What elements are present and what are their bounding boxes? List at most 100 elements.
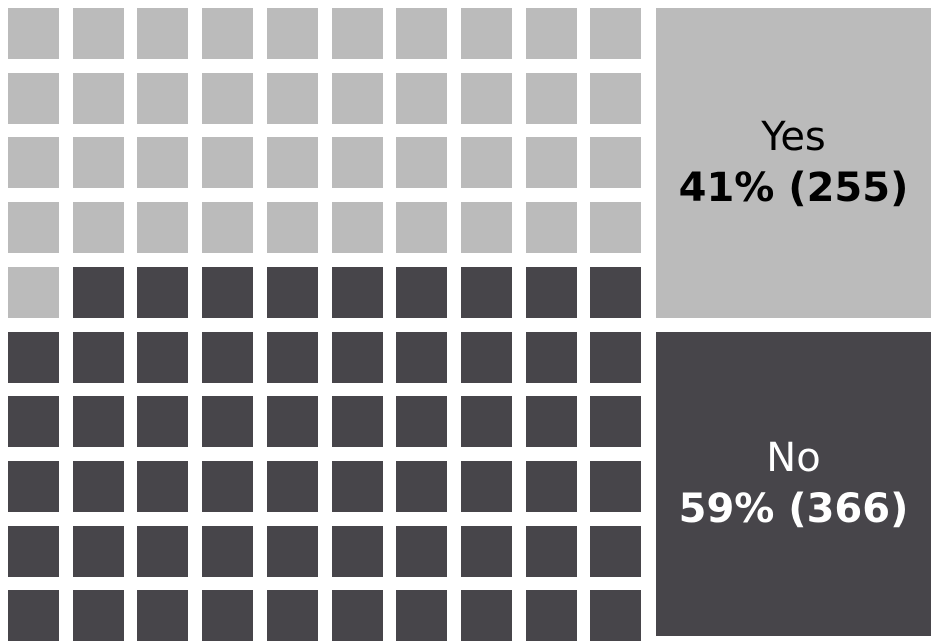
waffle-cell-no xyxy=(137,590,188,641)
waffle-cell-yes xyxy=(137,73,188,124)
waffle-cell-no xyxy=(73,526,124,577)
waffle-cell-no xyxy=(267,590,318,641)
waffle-cell-yes xyxy=(73,73,124,124)
waffle-cell-yes xyxy=(8,8,59,59)
waffle-cell-yes xyxy=(461,8,512,59)
waffle-cell-yes xyxy=(332,202,383,253)
waffle-cell-no xyxy=(396,461,447,512)
waffle-cell-yes xyxy=(461,73,512,124)
waffle-cell-yes xyxy=(526,8,577,59)
waffle-cell-no xyxy=(73,461,124,512)
waffle-cell-yes xyxy=(526,202,577,253)
waffle-cell-yes xyxy=(332,8,383,59)
waffle-cell-no xyxy=(137,396,188,447)
waffle-cell-no xyxy=(461,590,512,641)
waffle-cell-no xyxy=(332,267,383,318)
waffle-cell-yes xyxy=(137,202,188,253)
waffle-cell-no xyxy=(590,267,641,318)
waffle-cell-yes xyxy=(202,73,253,124)
waffle-cell-no xyxy=(202,590,253,641)
waffle-cell-yes xyxy=(590,137,641,188)
waffle-cell-no xyxy=(137,461,188,512)
waffle-cell-no xyxy=(461,332,512,383)
waffle-cell-no xyxy=(267,332,318,383)
waffle-cell-no xyxy=(396,590,447,641)
waffle-cell-no xyxy=(267,526,318,577)
waffle-cell-yes xyxy=(396,202,447,253)
waffle-cell-no xyxy=(8,461,59,512)
legend-no-label: No xyxy=(766,435,821,481)
waffle-cell-no xyxy=(332,461,383,512)
waffle-cell-yes xyxy=(73,137,124,188)
waffle-cell-no xyxy=(73,590,124,641)
waffle-cell-no xyxy=(396,396,447,447)
waffle-cell-yes xyxy=(267,73,318,124)
waffle-cell-no xyxy=(137,526,188,577)
waffle-cell-no xyxy=(526,396,577,447)
legend-no-value: 59% (366) xyxy=(678,486,909,532)
waffle-cell-no xyxy=(73,267,124,318)
waffle-cell-yes xyxy=(590,73,641,124)
waffle-cell-no xyxy=(396,267,447,318)
waffle-cell-no xyxy=(590,396,641,447)
waffle-cell-yes xyxy=(137,137,188,188)
waffle-cell-yes xyxy=(8,73,59,124)
waffle-cell-yes xyxy=(8,202,59,253)
waffle-cell-no xyxy=(590,526,641,577)
waffle-cell-yes xyxy=(267,202,318,253)
waffle-cell-no xyxy=(590,461,641,512)
waffle-cell-no xyxy=(202,461,253,512)
waffle-cell-yes xyxy=(332,73,383,124)
waffle-cell-yes xyxy=(267,8,318,59)
waffle-cell-no xyxy=(461,526,512,577)
waffle-cell-no xyxy=(526,461,577,512)
waffle-cell-no xyxy=(267,267,318,318)
waffle-cell-yes xyxy=(202,137,253,188)
waffle-cell-no xyxy=(332,396,383,447)
waffle-cell-no xyxy=(461,461,512,512)
waffle-cell-no xyxy=(526,590,577,641)
waffle-cell-no xyxy=(332,526,383,577)
waffle-cell-yes xyxy=(396,73,447,124)
waffle-cell-yes xyxy=(526,73,577,124)
waffle-cell-no xyxy=(202,396,253,447)
waffle-cell-no xyxy=(8,396,59,447)
waffle-cell-no xyxy=(73,396,124,447)
waffle-cell-yes xyxy=(202,202,253,253)
waffle-cell-no xyxy=(137,267,188,318)
waffle-cell-no xyxy=(526,526,577,577)
waffle-cell-yes xyxy=(332,137,383,188)
waffle-cell-no xyxy=(332,590,383,641)
waffle-cell-no xyxy=(396,526,447,577)
waffle-cell-yes xyxy=(202,8,253,59)
waffle-cell-yes xyxy=(526,137,577,188)
waffle-cell-yes xyxy=(137,8,188,59)
waffle-cell-no xyxy=(461,396,512,447)
waffle-cell-yes xyxy=(73,8,124,59)
waffle-cell-no xyxy=(8,526,59,577)
waffle-cell-yes xyxy=(396,137,447,188)
waffle-cell-yes xyxy=(73,202,124,253)
waffle-cell-no xyxy=(202,526,253,577)
waffle-cell-no xyxy=(396,332,447,383)
legend-yes-value: 41% (255) xyxy=(678,165,909,211)
waffle-cell-no xyxy=(526,267,577,318)
waffle-cell-yes xyxy=(461,137,512,188)
legend-no: No 59% (366) xyxy=(656,332,931,636)
waffle-grid xyxy=(8,8,641,641)
waffle-cell-no xyxy=(73,332,124,383)
waffle-cell-no xyxy=(267,461,318,512)
waffle-cell-yes xyxy=(590,202,641,253)
waffle-cell-no xyxy=(8,590,59,641)
waffle-cell-no xyxy=(590,590,641,641)
waffle-cell-yes xyxy=(461,202,512,253)
waffle-cell-no xyxy=(8,332,59,383)
waffle-cell-no xyxy=(461,267,512,318)
waffle-cell-no xyxy=(332,332,383,383)
waffle-cell-no xyxy=(267,396,318,447)
waffle-cell-yes xyxy=(396,8,447,59)
waffle-cell-no xyxy=(137,332,188,383)
waffle-cell-yes xyxy=(8,137,59,188)
waffle-cell-no xyxy=(526,332,577,383)
waffle-cell-yes xyxy=(590,8,641,59)
